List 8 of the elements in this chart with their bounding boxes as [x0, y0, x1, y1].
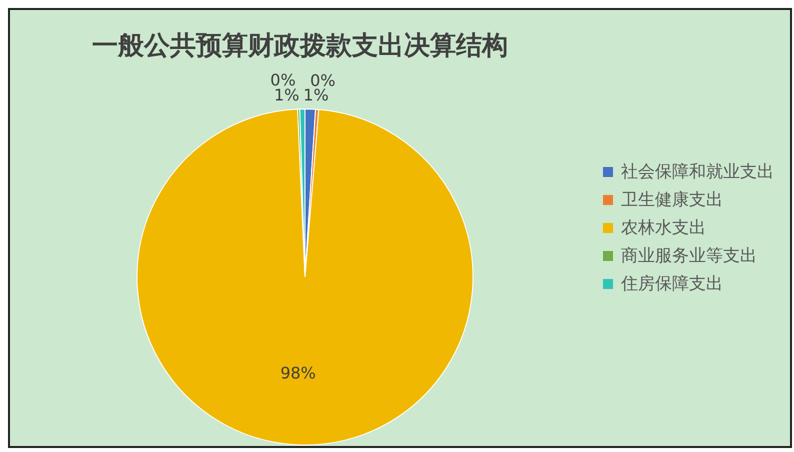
- chart-title: 一般公共预算财政拨款支出决算结构: [91, 30, 509, 63]
- legend-label: 卫生健康支出: [621, 189, 723, 212]
- legend-label: 社会保障和就业支出: [621, 161, 774, 184]
- legend-label: 农林水支出: [621, 217, 706, 240]
- legend-label: 住房保障支出: [621, 273, 723, 296]
- legend-label: 商业服务业等支出: [621, 245, 757, 268]
- pie-slice: [136, 108, 474, 446]
- data-label: 98%: [280, 363, 316, 382]
